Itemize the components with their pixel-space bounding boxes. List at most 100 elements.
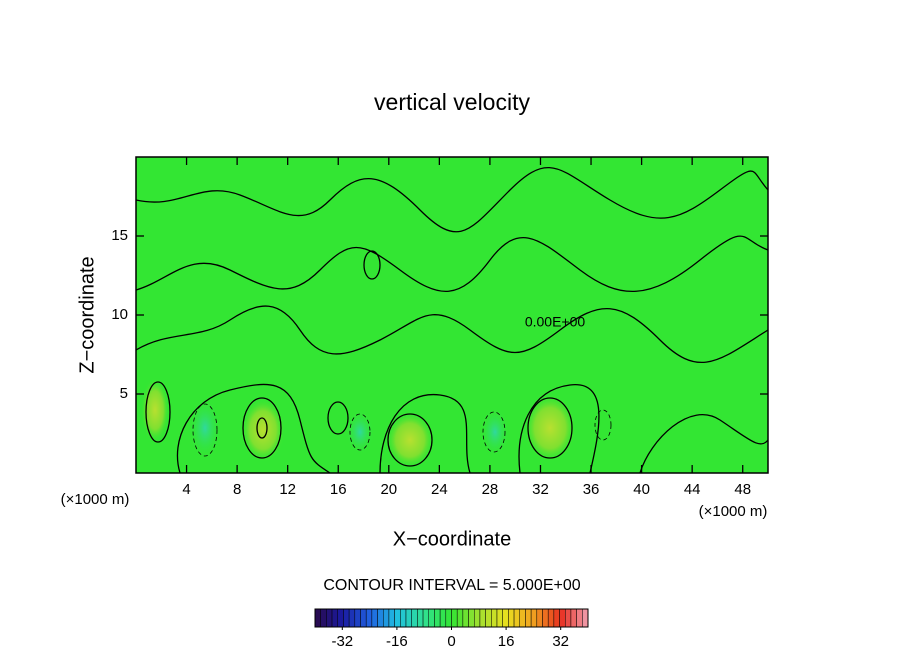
chart-title: vertical velocity <box>374 89 530 115</box>
contour <box>256 417 268 439</box>
x-tick-label: 24 <box>431 481 448 498</box>
colorbar-box <box>326 608 333 628</box>
colorbar-box <box>377 608 384 628</box>
contour <box>242 397 282 459</box>
x-tick-label: 8 <box>233 481 241 498</box>
x-axis-label: X−coordinate <box>393 528 511 550</box>
colorbar-box <box>417 608 424 628</box>
blob <box>524 394 576 462</box>
x-tick-label: 36 <box>583 481 600 498</box>
colorbar-box <box>530 608 538 628</box>
colorbar-box <box>582 608 589 628</box>
contour-neg <box>594 409 612 441</box>
colorbar-box <box>525 608 532 628</box>
colorbar-box <box>354 608 361 628</box>
contour <box>379 394 471 473</box>
x-tick-label: 32 <box>532 481 549 498</box>
colorbar-box <box>428 608 435 628</box>
contour-lines <box>136 166 768 473</box>
colorbar-box <box>451 608 458 628</box>
blob <box>386 412 434 468</box>
contour <box>136 166 768 233</box>
blob <box>241 398 285 462</box>
colorbar-box <box>320 608 327 628</box>
colorbar-tick-label: -32 <box>331 633 353 650</box>
colorbar-box <box>331 608 338 628</box>
contour <box>527 397 573 459</box>
colorbar-box <box>491 608 498 628</box>
y-tick-label: 10 <box>111 306 128 323</box>
contour <box>136 305 768 364</box>
colorbar-box <box>348 608 356 628</box>
colorbar-box <box>513 608 520 628</box>
colorbar-box <box>400 608 407 628</box>
colorbar-box <box>479 608 486 628</box>
colorbar-box <box>559 608 566 628</box>
field-bg <box>136 157 768 473</box>
colorbar-box <box>371 608 378 628</box>
colorbar-box <box>547 608 555 628</box>
x-tick-label: 16 <box>330 481 347 498</box>
x-tick-label: 12 <box>279 481 296 498</box>
contour <box>145 381 171 443</box>
contour-neg <box>349 413 371 451</box>
colorbar-box <box>519 608 526 628</box>
y-tick-label: 5 <box>120 385 128 402</box>
colorbar-box <box>496 608 503 628</box>
colorbar-tick-label: 16 <box>498 633 515 650</box>
colorbar-box <box>456 608 464 628</box>
x-tick-label: 44 <box>684 481 701 498</box>
colorbar-box <box>542 608 549 628</box>
x-tick-label: 40 <box>633 481 650 498</box>
contour <box>136 235 768 293</box>
x-tick-label: 20 <box>380 481 397 498</box>
colorbar-box <box>394 608 401 628</box>
contour <box>639 414 768 473</box>
colorbar-tick-label: 0 <box>447 633 455 650</box>
colorbar-box <box>383 608 390 628</box>
y-tick-label: 15 <box>111 227 128 244</box>
blob <box>189 398 221 458</box>
contour <box>387 413 433 467</box>
colorbar-box <box>337 608 344 628</box>
colorbar-box <box>485 608 492 628</box>
colorbar-box <box>411 608 418 628</box>
contour <box>327 401 349 435</box>
colorbar-box <box>445 608 452 628</box>
colorbar-box <box>502 608 509 628</box>
colorbar-box <box>553 608 560 628</box>
colorbar-box <box>314 608 321 628</box>
blob <box>346 410 374 454</box>
colorbar-box <box>365 608 373 628</box>
colorbar-box <box>343 608 350 628</box>
contour-neg <box>192 403 218 457</box>
x-tick-label: 4 <box>182 481 190 498</box>
x-tick-label: 28 <box>482 481 499 498</box>
contour-neg <box>482 411 506 453</box>
colorbar-box <box>405 608 412 628</box>
contour <box>518 384 600 473</box>
colorbar-box <box>570 608 577 628</box>
colorbar-box <box>468 608 475 628</box>
colorbar-tick-label: 32 <box>552 633 569 650</box>
colorbar-box <box>360 608 367 628</box>
unit-label: (×1000 m) <box>699 503 768 520</box>
colorbar-tick-label: -16 <box>386 633 408 650</box>
unit-label: (×1000 m) <box>61 491 130 508</box>
x-tick-label: 48 <box>734 481 751 498</box>
colorbar: -32 -16 0 16 32 <box>314 608 589 650</box>
colorbar-box <box>388 608 395 628</box>
colorbar-box <box>439 608 447 628</box>
colorbar-box <box>536 608 543 628</box>
contour-interval: CONTOUR INTERVAL = 5.000E+00 <box>323 577 580 594</box>
contour <box>176 383 331 473</box>
colorbar-box <box>434 608 441 628</box>
y-axis-label: Z−coordinate <box>76 256 98 373</box>
blob <box>481 408 509 456</box>
colorbar-box <box>565 608 572 628</box>
colorbar-box <box>422 608 429 628</box>
colorbar-box <box>576 608 583 628</box>
contour-label: 0.00E+00 <box>525 314 586 330</box>
